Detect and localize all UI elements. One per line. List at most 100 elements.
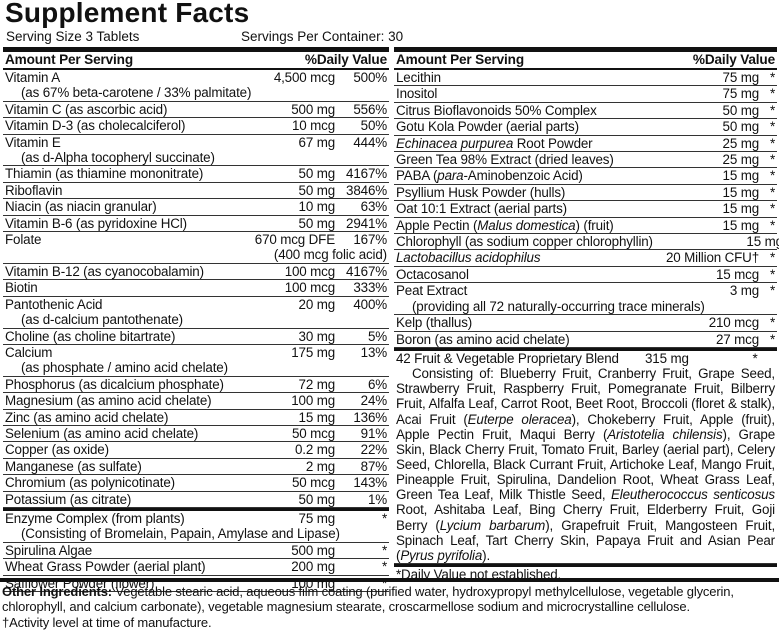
nutrient-source: (as 67% beta-carotene / 33% palmitate) bbox=[21, 85, 252, 101]
daily-value: 136% bbox=[353, 409, 387, 425]
nutrient-name: Lecithin bbox=[396, 70, 441, 85]
daily-value: 4167% bbox=[346, 166, 387, 182]
nutrient-row: Niacin (as niacin granular) 10 mg 63% bbox=[3, 199, 389, 216]
daily-value: * bbox=[769, 102, 775, 118]
amount: 15 mg bbox=[746, 234, 779, 250]
nutrient-row: Vitamin A 4,500 mcg 500% (as 67% beta-carot… bbox=[3, 70, 389, 102]
daily-value: 22% bbox=[360, 442, 388, 458]
nutrient-row: Echinacea purpurea Root Powder 25 mg * bbox=[394, 135, 777, 153]
amount: 25 mg bbox=[722, 135, 760, 151]
amount: 50 mg bbox=[722, 102, 760, 118]
nutrient-row: Biotin 100 mcg 333% bbox=[3, 280, 389, 297]
daily-value: * bbox=[769, 119, 775, 135]
text-segment: ), Grape Skin, Black Cherry Fruit, Tomat… bbox=[396, 426, 775, 503]
nutrient-row: Copper (as oxide) 0.2 mg 22% bbox=[3, 442, 389, 459]
text-segment: Malus domestica bbox=[477, 217, 576, 233]
text-segment: Root Powder bbox=[513, 135, 593, 151]
nutrient-row: Peat Extract 3 mg * (providing all 72 natur… bbox=[394, 283, 777, 316]
nutrient-row: Spirulina Algae 500 mg * bbox=[3, 542, 389, 560]
daily-value: * bbox=[769, 266, 775, 282]
nutrient-name: Green Tea 98% Extract (dried leaves) bbox=[396, 152, 614, 168]
daily-value: 2941% bbox=[346, 215, 387, 231]
daily-value: * bbox=[769, 70, 775, 85]
serving-size: Serving Size 3 Tablets bbox=[6, 29, 140, 44]
nutrient-source: (as d-Alpha tocopheryl succinate) bbox=[21, 150, 215, 166]
daily-value: 3846% bbox=[346, 182, 387, 198]
nutrient-row: Vitamin E 67 mg 444% (as d-Alpha tocopheryl… bbox=[3, 135, 389, 167]
nutrient-name: Citrus Bioflavonoids 50% Complex bbox=[396, 102, 597, 118]
nutrient-name: Zinc (as amino acid chelate) bbox=[5, 409, 169, 425]
amount: 3 mg bbox=[729, 283, 759, 299]
nutrient-row: Zinc (as amino acid chelate) 15 mg 136% bbox=[3, 410, 389, 426]
daily-value: * bbox=[381, 510, 387, 526]
nutrient-row: PABA (para-Aminobenzoic Acid) 15 mg * bbox=[394, 168, 777, 185]
amount: 10 mg bbox=[298, 199, 336, 215]
nutrient-name: Folate bbox=[5, 232, 42, 248]
daily-value: * bbox=[381, 575, 387, 591]
amount: 500 mg bbox=[291, 542, 335, 558]
daily-value: 556% bbox=[353, 101, 387, 117]
amount: 67 mg bbox=[298, 134, 336, 150]
amount: 175 mg bbox=[291, 344, 335, 360]
amount: 75 mg bbox=[722, 70, 760, 85]
text-segment: Euterpe oleracea bbox=[467, 411, 572, 427]
daily-value: * bbox=[769, 250, 775, 266]
nutrient-row: Folate 670 mcg DFE 167% (400 mcg folic acid… bbox=[3, 232, 389, 264]
nutrient-row: Phosphorus (as dicalcium phosphate) 72 mg… bbox=[3, 376, 389, 394]
amount: 15 mg bbox=[722, 217, 760, 233]
nutrient-row: Vitamin B-6 (as pyridoxine HCl) 50 mg 2941… bbox=[3, 215, 389, 233]
title: Supplement Facts bbox=[5, 0, 250, 28]
blend-amount: 315 mg bbox=[645, 350, 689, 366]
amount: 200 mg bbox=[291, 559, 335, 575]
daily-value: * bbox=[769, 135, 775, 151]
nutrient-name: Phosphorus (as dicalcium phosphate) bbox=[5, 376, 224, 392]
nutrient-row: Choline (as choline bitartrate) 30 mg 5% bbox=[3, 329, 389, 345]
nutrient-name: Chromium (as polynicotinate) bbox=[5, 475, 175, 491]
text-segment: PABA ( bbox=[396, 168, 438, 184]
amount: 50 mg bbox=[298, 491, 336, 507]
nutrient-name: Vitamin D-3 (as cholecalciferol) bbox=[5, 118, 186, 134]
text-segment: Eleutherococcus senticosus bbox=[610, 487, 775, 503]
daily-value: 1% bbox=[367, 491, 387, 507]
nutrient-row: Chlorophyll (as sodium copper chlorophyl… bbox=[394, 234, 779, 251]
nutrient-name: Apple Pectin (Malus domestica) (fruit) bbox=[396, 218, 629, 233]
text-segment: -Aminobenzoic Acid) bbox=[463, 168, 583, 184]
text-segment: Pyrus pyrifolia bbox=[400, 547, 483, 563]
daily-value: 167% bbox=[353, 232, 387, 248]
right-panel: Amount Per Serving %Daily Value Lecithin 75… bbox=[394, 47, 779, 583]
amount: 50 mcg bbox=[291, 425, 335, 441]
nutrient-source: (providing all 72 naturally-occurring tr… bbox=[412, 298, 705, 314]
daily-value: * bbox=[769, 86, 775, 102]
nutrient-row: Manganese (as sulfate) 2 mg 87% bbox=[3, 459, 389, 476]
nutrient-row: Vitamin B-12 (as cyanocobalamin) 100 mcg 4… bbox=[3, 263, 389, 281]
text-segment: ). bbox=[482, 547, 491, 563]
amount: 100 mcg bbox=[284, 263, 335, 279]
header-daily-value: %Daily Value bbox=[304, 52, 387, 67]
nutrient-row: Lactobacillus acidophilus 20 Million CFU†… bbox=[394, 250, 777, 267]
nutrient-row: Kelp (thallus) 210 mcg * bbox=[394, 315, 777, 332]
daily-value: 444% bbox=[353, 134, 387, 150]
text-segment: ), Chokeberry Fruit, Apple (fruit), Appl… bbox=[396, 411, 776, 442]
daily-value: 63% bbox=[360, 199, 388, 215]
daily-value: 24% bbox=[360, 393, 388, 409]
activity-note: †Activity level at time of manufacture. bbox=[2, 614, 212, 630]
nutrient-row: Green Tea 98% Extract (dried leaves) 25 m… bbox=[394, 152, 777, 169]
nutrient-source: (as phosphate / amino acid chelate) bbox=[21, 360, 228, 376]
daily-value: * bbox=[381, 559, 387, 575]
nutrient-row: Lecithin 75 mg * bbox=[394, 70, 777, 87]
daily-value: * bbox=[381, 542, 387, 558]
text-segment: para bbox=[437, 168, 464, 184]
nutrient-name: Vitamin B-6 (as pyridoxine HCl) bbox=[5, 215, 187, 231]
nutrient-name: Vitamin E bbox=[5, 134, 61, 150]
nutrient-row: Vitamin C (as ascorbic acid) 500 mg 556% bbox=[3, 101, 389, 119]
nutrient-row: Wheat Grass Powder (aerial plant) 200 mg * bbox=[3, 559, 389, 576]
nutrient-source: (as d-calcium pantothenate) bbox=[21, 312, 183, 328]
amount: 75 mg bbox=[722, 86, 760, 102]
nutrient-name: Spirulina Algae bbox=[5, 542, 93, 558]
nutrient-row: Calcium 175 mg 13% (as phosphate / amino ac… bbox=[3, 345, 389, 377]
nutrient-row: Selenium (as amino acid chelate) 50 mcg 91… bbox=[3, 425, 389, 443]
amount: 500 mg bbox=[291, 101, 335, 117]
daily-value: * bbox=[769, 184, 775, 200]
text-segment: ), Grapefruit Fruit, Mangosteen Fruit, S… bbox=[396, 517, 776, 563]
nutrient-name: Niacin (as niacin granular) bbox=[5, 199, 157, 215]
